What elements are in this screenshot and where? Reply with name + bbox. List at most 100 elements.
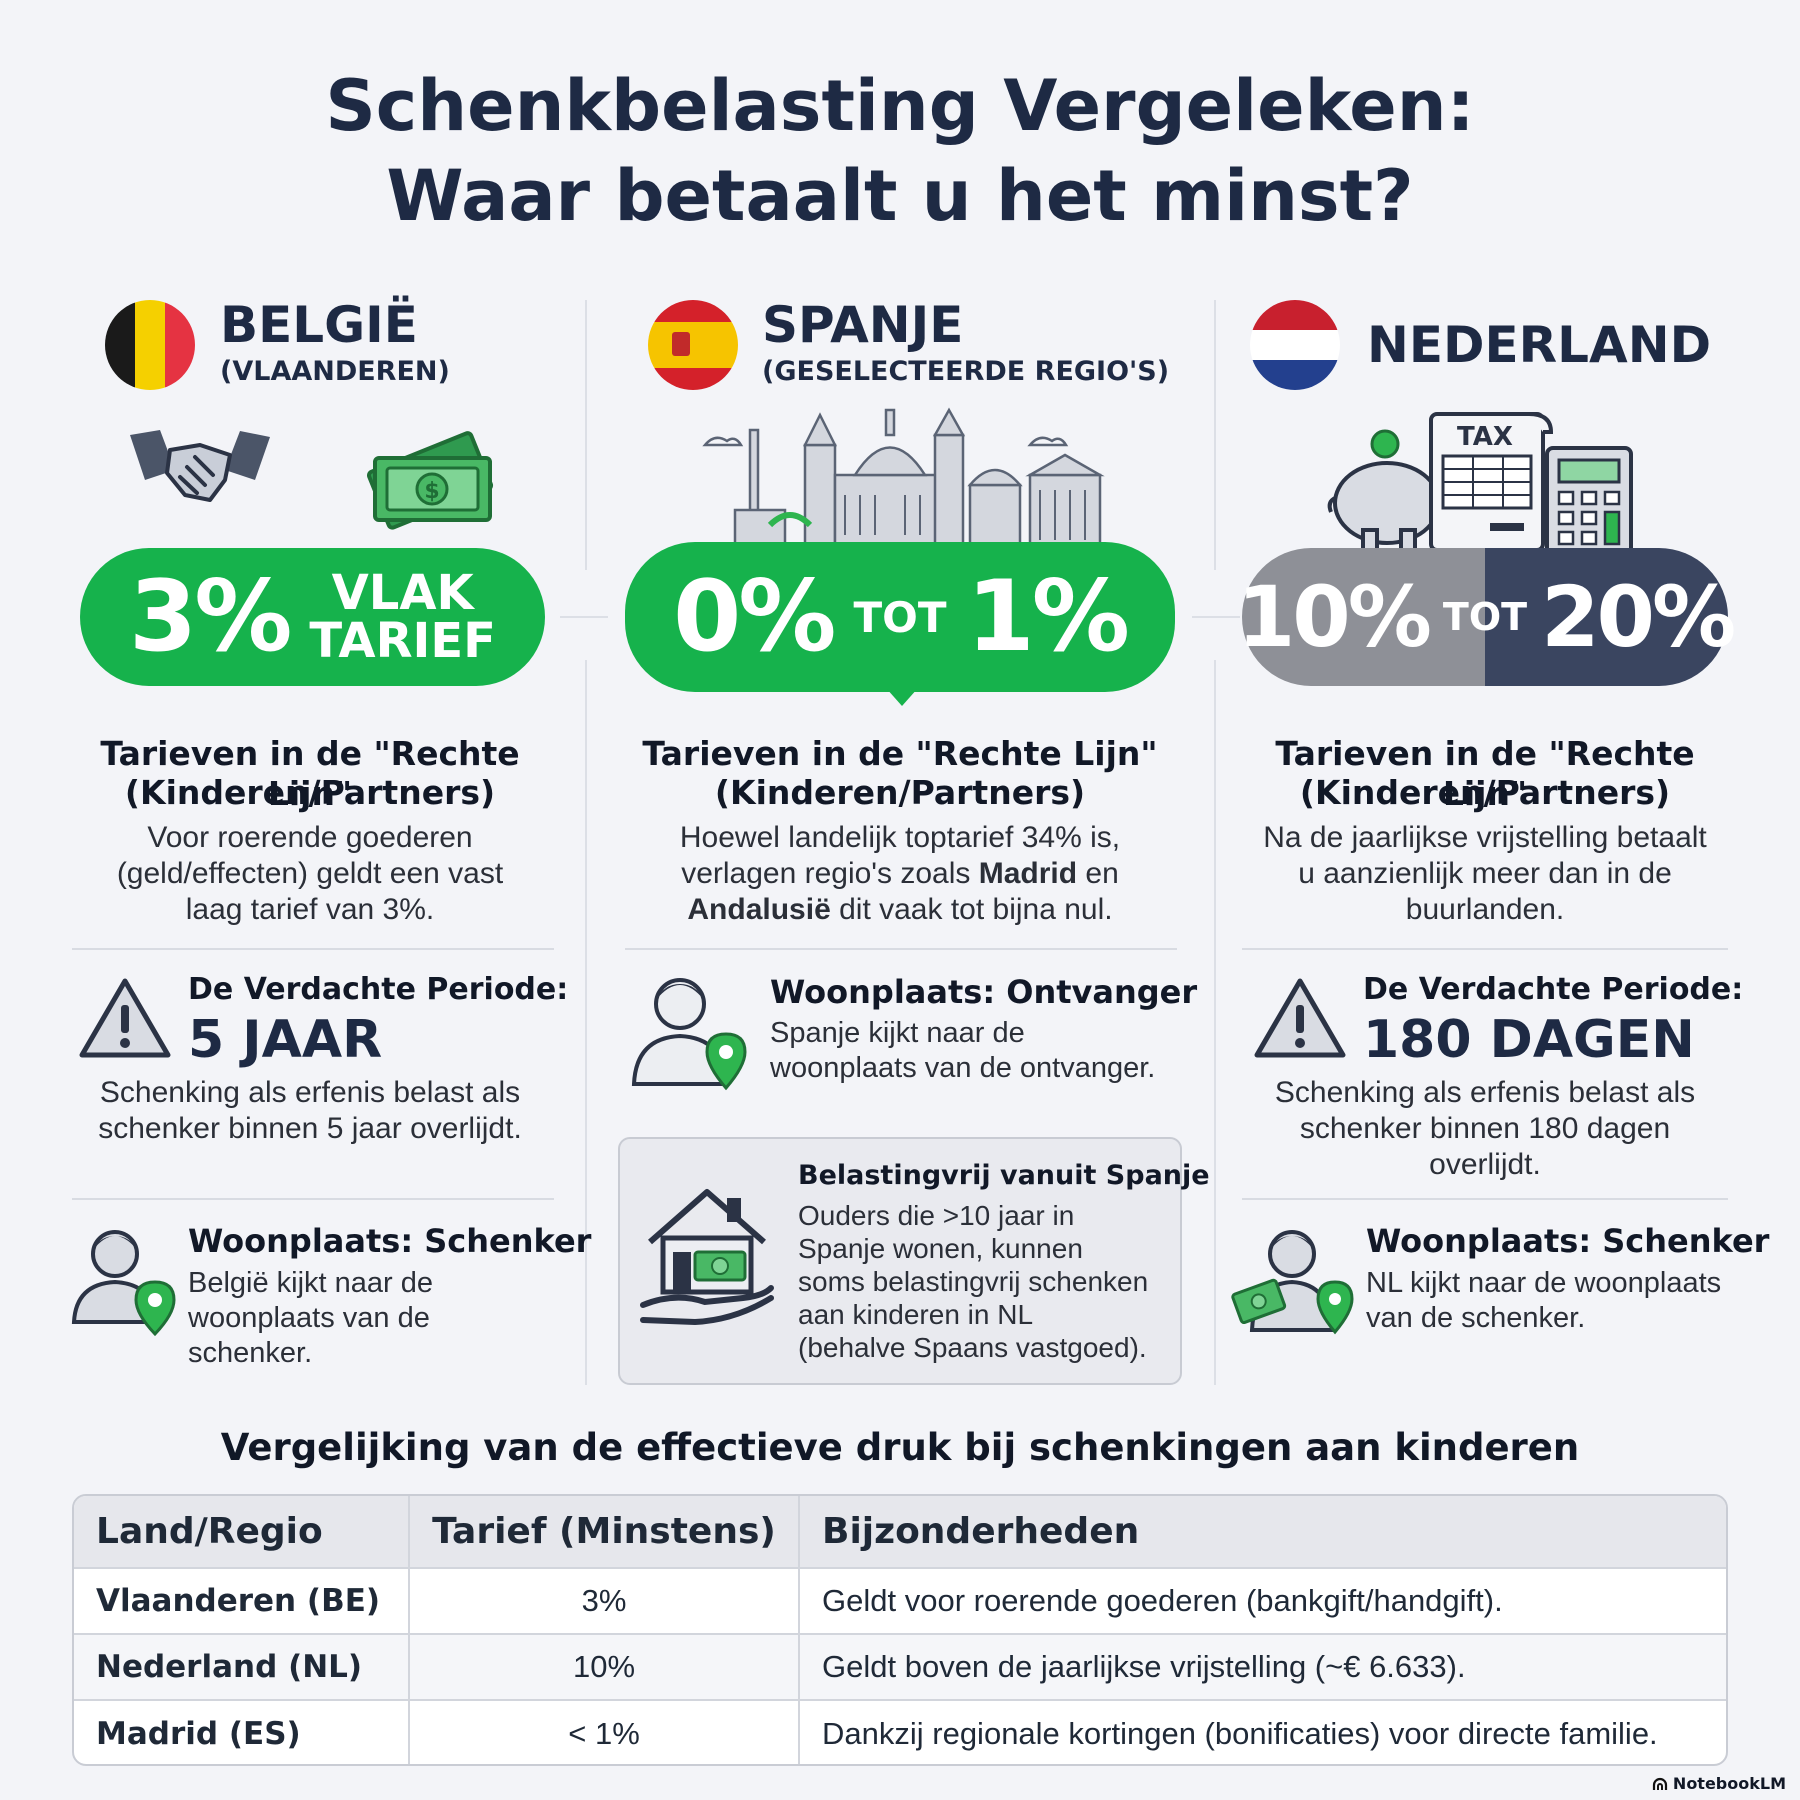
period-label-belgie: De Verdachte Periode: xyxy=(188,972,569,1007)
text-line: NL kijkt naar de woonplaats xyxy=(1366,1267,1722,1299)
info-box-text: Ouders die >10 jaar in Spanje wonen, kun… xyxy=(798,1199,1148,1364)
country-sub-spanje: (GESELECTEERDE REGIO'S) xyxy=(762,356,1170,387)
text-line: aan kinderen in NL xyxy=(798,1299,1034,1330)
cell-region: Vlaanderen (BE) xyxy=(74,1567,410,1634)
rate-pill-belgie: 3% VLAK TARIEF xyxy=(80,548,545,686)
text-line: Spanje kijkt naar de xyxy=(770,1017,1025,1049)
text-line: woonplaats van de ontvanger. xyxy=(770,1052,1156,1084)
text-part: dit vaak tot bijna nul. xyxy=(830,893,1113,926)
notebooklm-logo: NotebookLM xyxy=(1652,1774,1786,1793)
text-line: laag tarief van 3%. xyxy=(185,893,435,926)
woonplaats-text-nederland: NL kijkt naar de woonplaats van de schen… xyxy=(1366,1266,1721,1336)
country-name-spanje: SPANJE xyxy=(762,296,964,354)
text-line: (geld/effecten) geldt een vast xyxy=(116,857,504,890)
header-land-regio: Land/Regio xyxy=(74,1496,410,1568)
cell-region: Madrid (ES) xyxy=(74,1699,410,1764)
rate-pill-spanje: 0% TOT 1% xyxy=(625,542,1175,692)
text-line: van de schenker. xyxy=(1366,1302,1586,1334)
divider xyxy=(72,948,554,950)
cell-rate: 3% xyxy=(409,1567,800,1634)
cell-details: Geldt boven de jaarlijkse vrijstelling (… xyxy=(799,1633,1726,1700)
column-divider xyxy=(585,660,587,1385)
column-divider xyxy=(1214,660,1216,1385)
section-text-belgie: Voor roerende goederen (geld/effecten) g… xyxy=(60,820,560,928)
text-line: Schenking als erfenis belast als xyxy=(1274,1076,1696,1109)
period-label-nederland: De Verdachte Periode: xyxy=(1363,972,1744,1007)
cell-details: Dankzij regionale kortingen (bonificatie… xyxy=(799,1699,1726,1764)
divider xyxy=(1242,948,1728,950)
rate-pill-nederland: 10% TOT 20% xyxy=(1237,548,1736,686)
rate-max-nederland: 20% xyxy=(1541,568,1736,666)
text-line: (behalve Spaans vastgoed). xyxy=(798,1332,1147,1363)
section-title-nederland: Tarieven in de "Rechte Lijn" xyxy=(1275,734,1695,813)
region-andalusie: Andalusië xyxy=(687,893,831,926)
money-bills-icon: $ xyxy=(366,431,494,530)
spanish-cityscape-icon xyxy=(702,407,1105,552)
country-name-nederland: NEDERLAND xyxy=(1367,316,1712,374)
rate-label-belgie: VLAK TARIEF xyxy=(309,569,496,665)
text-line: Voor roerende goederen xyxy=(147,821,473,854)
country-name-belgie: BELGIË xyxy=(220,296,418,354)
text-line: Hoewel landelijk toptarief 34% is, xyxy=(679,821,1121,854)
warning-icon xyxy=(79,978,171,1058)
text-line: schenker binnen 180 dagen xyxy=(1299,1112,1671,1145)
period-value-belgie: 5 JAAR xyxy=(188,1010,383,1070)
netherlands-flag-icon xyxy=(1250,300,1340,390)
section-subtitle-spanje: (Kinderen/Partners) xyxy=(714,773,1086,812)
rate-word-vlak: VLAK xyxy=(331,565,474,621)
woonplaats-title-belgie: Woonplaats: Schenker xyxy=(188,1222,592,1260)
tax-label: TAX xyxy=(1457,422,1513,452)
text-line: Spanje wonen, kunnen xyxy=(798,1233,1083,1264)
text-part: en xyxy=(1077,857,1119,890)
cell-rate: < 1% xyxy=(409,1699,800,1764)
rate-value-belgie: 3% xyxy=(129,560,292,674)
notebooklm-icon xyxy=(1652,1777,1668,1790)
text-line: overlijdt. xyxy=(1429,1148,1541,1181)
text-line: schenker. xyxy=(188,1337,313,1369)
woonplaats-text-spanje: Spanje kijkt naar de woonplaats van de o… xyxy=(770,1016,1155,1086)
rate-tot-nederland: TOT xyxy=(1442,595,1528,639)
text-line: Ouders die >10 jaar in xyxy=(798,1200,1075,1231)
table-row: Madrid (ES) < 1% Dankzij regionale korti… xyxy=(74,1699,1726,1764)
person-location-icon xyxy=(71,1230,176,1337)
person-location-icon xyxy=(631,978,747,1091)
table-header-row: Land/Regio Tarief (Minstens) Bijzonderhe… xyxy=(74,1496,1726,1568)
rate-word-tarief: TARIEF xyxy=(309,613,496,669)
woonplaats-title-nederland: Woonplaats: Schenker xyxy=(1366,1222,1770,1260)
text-line: verlagen regio's zoals Madrid en xyxy=(620,856,1180,892)
country-sub-belgie: (VLAANDEREN) xyxy=(220,356,450,387)
section-title-belgie: Tarieven in de "Rechte Lijn" xyxy=(100,734,520,813)
info-box-title: Belastingvrij vanuit Spanje xyxy=(798,1160,1210,1191)
period-value-nederland: 180 DAGEN xyxy=(1363,1010,1695,1070)
text-line: België kijkt naar de xyxy=(188,1267,434,1299)
page-title-line2: Waar betaalt u het minst? xyxy=(386,155,1414,237)
page-title-line1: Schenkbelasting Vergeleken: xyxy=(325,65,1475,147)
spain-flag-icon xyxy=(648,300,738,390)
section-subtitle-nederland: (Kinderen/Partners) xyxy=(1299,773,1671,812)
rate-max-spanje: 1% xyxy=(966,560,1130,674)
comparison-table: Land/Regio Tarief (Minstens) Bijzonderhe… xyxy=(72,1494,1728,1766)
table-title: Vergelijking van de effectieve druk bij … xyxy=(220,1426,1580,1469)
divider xyxy=(625,948,1177,950)
text-line: woonplaats van de xyxy=(188,1302,430,1334)
divider xyxy=(1242,1198,1728,1200)
handshake-icon xyxy=(130,430,270,502)
warning-icon xyxy=(1254,978,1346,1058)
column-divider xyxy=(585,300,587,570)
house-money-hand-icon xyxy=(640,1189,774,1326)
table-row: Vlaanderen (BE) 3% Geldt voor roerende g… xyxy=(74,1567,1726,1634)
belgium-flag-icon xyxy=(105,300,195,390)
pill-pointer xyxy=(886,688,918,706)
woonplaats-title-spanje: Woonplaats: Ontvanger xyxy=(770,973,1198,1011)
text-line: Andalusië dit vaak tot bijna nul. xyxy=(620,892,1180,928)
header-bijzonderheden: Bijzonderheden xyxy=(799,1496,1726,1568)
piggy-tax-calculator-icon xyxy=(1327,412,1633,556)
text-line: schenker binnen 5 jaar overlijdt. xyxy=(98,1112,522,1145)
text-line: Na de jaarlijkse vrijstelling betaalt xyxy=(1263,821,1707,854)
cell-details: Geldt voor roerende goederen (bankgift/h… xyxy=(799,1567,1726,1634)
section-title-spanje: Tarieven in de "Rechte Lijn" xyxy=(642,734,1158,773)
text-line: buurlanden. xyxy=(1405,893,1565,926)
text-line: u aanzienlijk meer dan in de xyxy=(1298,857,1672,890)
rate-tot-spanje: TOT xyxy=(853,592,947,642)
connector-line xyxy=(1192,616,1240,618)
